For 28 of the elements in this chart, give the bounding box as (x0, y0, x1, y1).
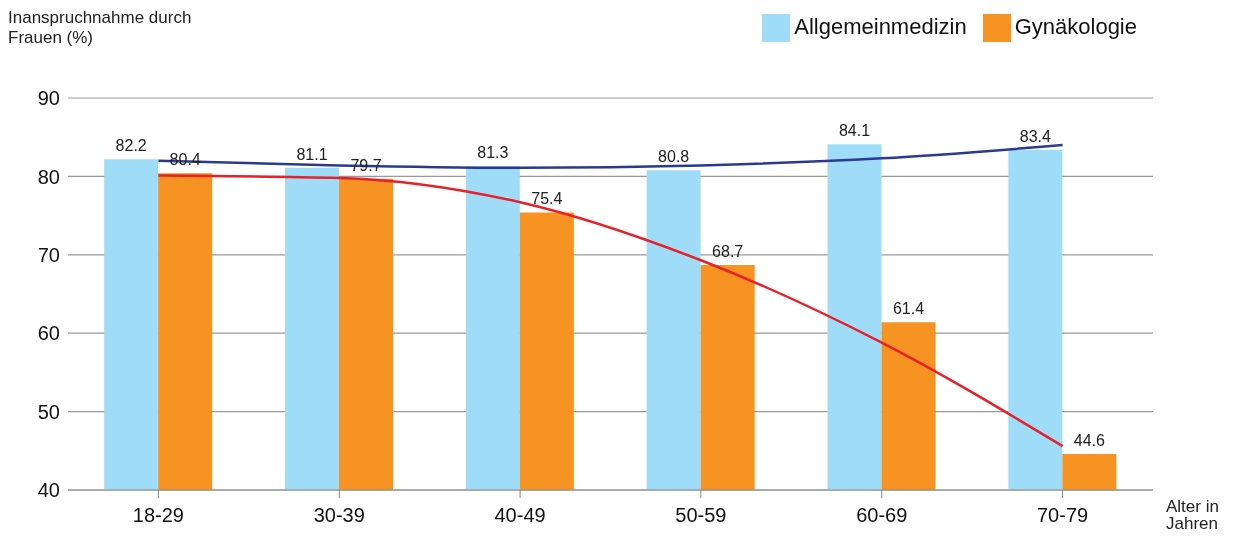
data-label: 44.6 (1073, 431, 1106, 449)
data-label: 61.4 (892, 300, 925, 318)
data-label: 84.1 (838, 122, 871, 140)
x-tick-label: 18-29 (132, 504, 184, 527)
data-label: 75.4 (531, 190, 563, 208)
data-label: 81.1 (296, 145, 328, 163)
data-label: 82.2 (115, 137, 147, 155)
y-tick-label: 70 (37, 243, 60, 266)
line-series (157, 174, 1064, 448)
y-axis-title: Inanspruchnahme durch Frauen (%) (8, 8, 193, 48)
x-tick-label: 50-59 (675, 504, 727, 527)
y-tick-label: 90 (37, 87, 60, 110)
y-tick-label: 50 (37, 400, 60, 423)
x-tick-label: 70-79 (1037, 504, 1089, 527)
legend-label: Allgemeinmedizin (794, 14, 967, 39)
data-label: 80.8 (658, 148, 690, 166)
data-label: 68.7 (712, 242, 744, 260)
y-tick-label: 80 (37, 165, 60, 188)
data-label: 83.4 (1019, 127, 1052, 145)
y-tick-label: 60 (37, 322, 60, 345)
legend-label: Gynäkologie (1014, 14, 1137, 39)
x-tick-label: 40-49 (494, 504, 546, 527)
line-series (157, 143, 1064, 170)
x-axis-title: Alter in Jahren (1166, 497, 1220, 533)
x-tick-label: 30-39 (313, 504, 365, 527)
y-tick-label: 40 (37, 479, 60, 502)
x-tick-label: 60-69 (856, 504, 908, 527)
data-label: 81.3 (477, 144, 509, 162)
